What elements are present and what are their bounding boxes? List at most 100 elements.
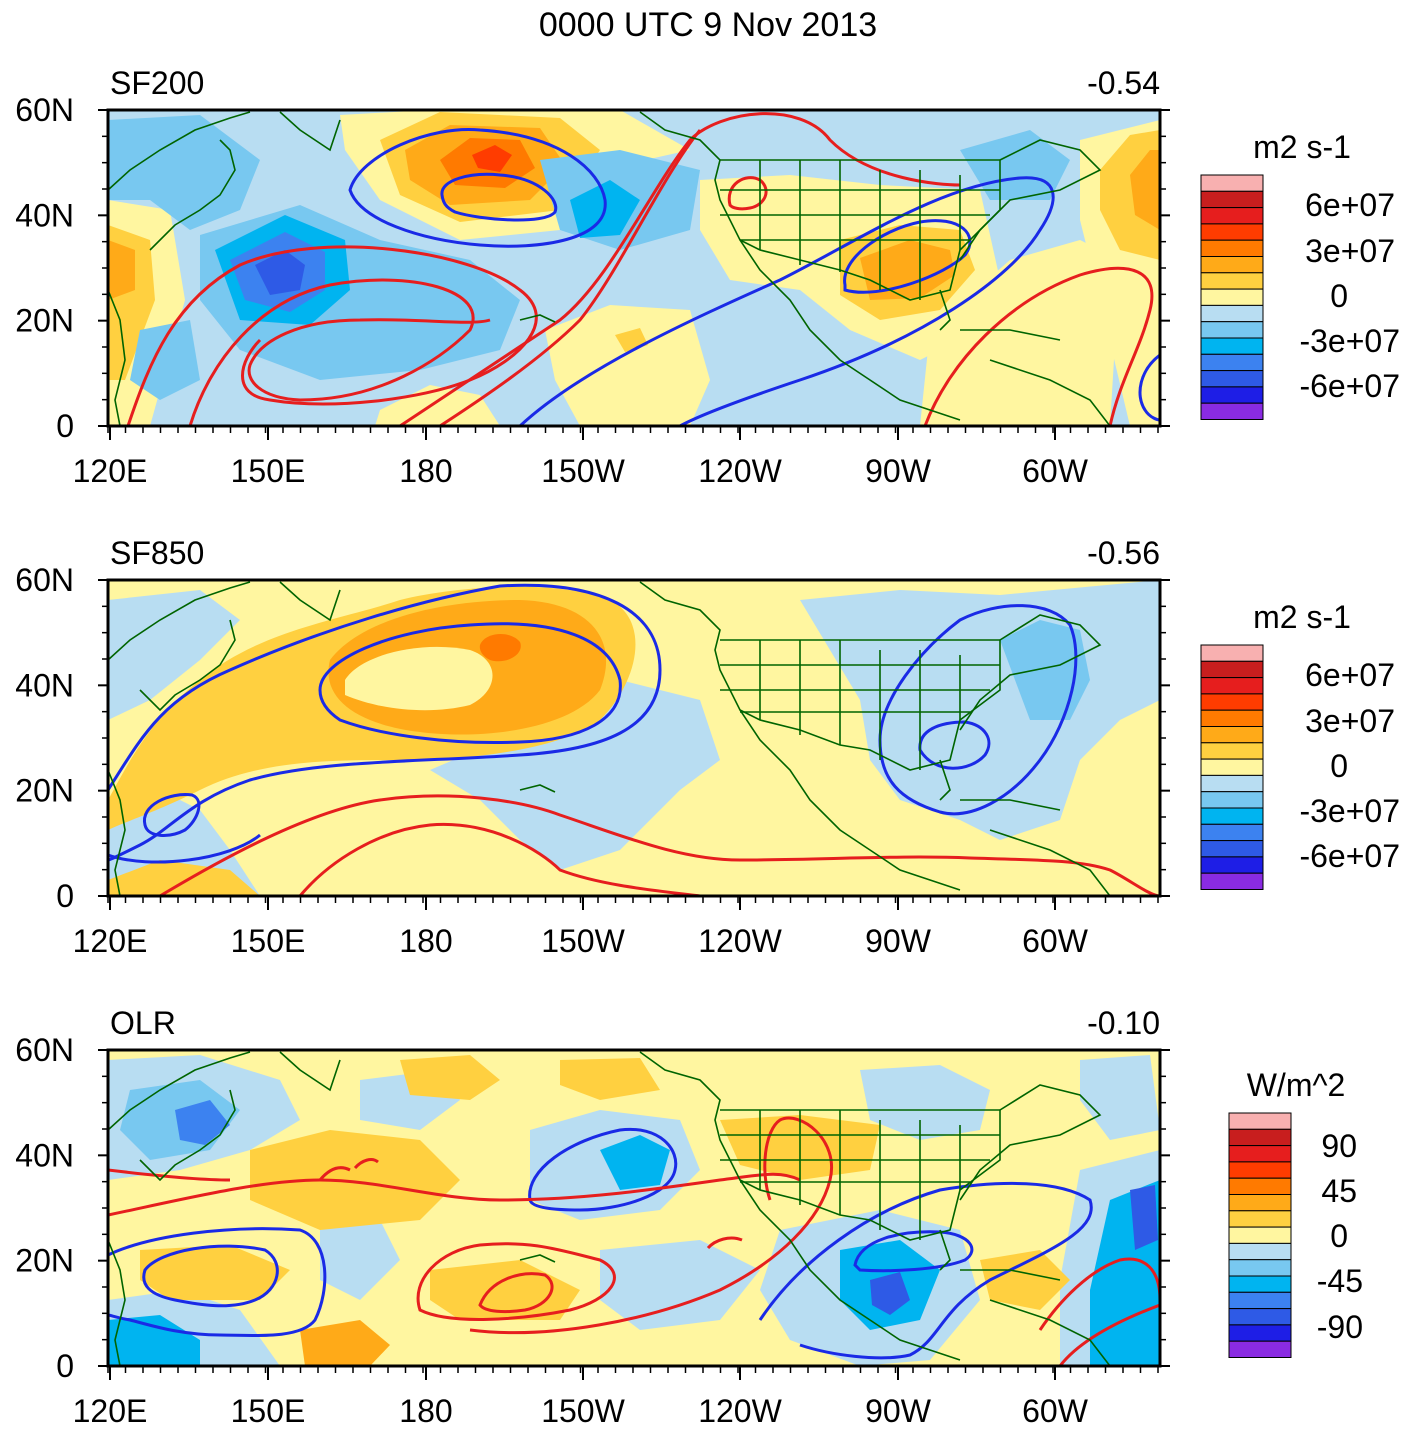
coastline — [939, 1229, 1111, 1366]
map-field — [108, 110, 1160, 426]
contour-positive — [108, 1168, 801, 1217]
y-tick-label: 20N — [15, 1243, 74, 1279]
positive-anomaly — [860, 240, 955, 300]
colorbar-swatch — [1200, 823, 1264, 842]
coastline — [108, 581, 251, 661]
contour-negative — [143, 793, 201, 837]
panel-label: SF850 — [110, 535, 204, 571]
negative-anomaly — [108, 1315, 200, 1366]
colorbar-label: -3e+07 — [1299, 323, 1400, 359]
coastline — [720, 639, 1001, 771]
negative-anomaly — [860, 1065, 990, 1140]
coastline — [959, 1084, 1102, 1201]
colorbar-label: -45 — [1317, 1263, 1363, 1299]
contour-negative — [878, 604, 1078, 816]
positive-anomaly — [1130, 150, 1160, 230]
contour-positive — [469, 1116, 834, 1335]
negative-anomaly — [430, 680, 720, 870]
colorbar-swatch — [1200, 660, 1264, 679]
correlation-contours — [108, 583, 1160, 896]
colorbar-swatch — [1228, 1128, 1292, 1147]
coastline — [108, 1239, 126, 1366]
colorbar-swatch — [1200, 791, 1264, 809]
panel-label: OLR — [110, 1005, 176, 1041]
contour-positive — [923, 267, 1154, 426]
colorbar-swatch — [1228, 1112, 1292, 1130]
panel-correlation: -0.10 — [1087, 1005, 1160, 1041]
colorbar-swatches — [1200, 174, 1264, 421]
y-tick-label: 40N — [15, 197, 74, 233]
coastline — [108, 289, 126, 426]
x-tick-label: 150E — [231, 923, 306, 959]
x-tick-label: 60W — [1022, 1393, 1089, 1429]
x-axis: 120E 150E 180 150W 120W 90W 60W — [73, 426, 1159, 489]
negative-anomaly — [130, 320, 200, 400]
colorbar: W/m^2 90 45 0 -45 -90 — [1228, 1067, 1363, 1358]
colorbar-label: 45 — [1321, 1173, 1357, 1209]
coastline — [959, 139, 1102, 261]
map-field — [108, 1050, 1160, 1366]
coastline — [959, 614, 1102, 731]
colorbar-swatch — [1228, 1194, 1292, 1212]
colorbar: m2 s-1 6e+07 3e+07 0 -3e+07 -6e+07 — [1200, 129, 1400, 421]
negative-anomaly — [600, 1135, 670, 1190]
colorbar-swatch — [1200, 190, 1264, 209]
positive-anomaly — [980, 1250, 1070, 1310]
y-tick-label: 20N — [15, 773, 74, 809]
contour-negative — [108, 833, 261, 864]
positive-anomaly — [479, 634, 521, 662]
coastline — [279, 581, 341, 622]
y-axis: 60N 40N 20N 0 — [15, 92, 1170, 444]
coastline — [108, 769, 126, 896]
coastline — [149, 139, 236, 251]
colorbar-swatch — [1228, 1259, 1292, 1277]
coastline — [639, 111, 961, 421]
x-tick-label: 150W — [541, 923, 625, 959]
colorbar-swatch — [1228, 1145, 1292, 1163]
y-tick-label: 40N — [15, 667, 74, 703]
y-tick-label: 20N — [15, 303, 74, 339]
positive-anomaly — [472, 145, 512, 172]
colorbar-swatch — [1200, 337, 1264, 355]
x-tick-label: 180 — [399, 1393, 452, 1429]
us-state-grid — [720, 640, 1000, 770]
colorbar-swatch — [1200, 402, 1264, 421]
y-tick-label: 40N — [15, 1137, 74, 1173]
correlation-contours — [126, 112, 1160, 426]
positive-anomaly — [108, 860, 260, 896]
y-tick-label: 60N — [15, 1032, 74, 1068]
colorbar-swatch — [1200, 693, 1264, 711]
colorbar-label: 0 — [1330, 748, 1348, 784]
colorbar-swatch — [1228, 1226, 1292, 1244]
coastlines — [108, 1051, 1111, 1366]
colorbar-swatch — [1200, 207, 1264, 225]
colorbar-units: W/m^2 — [1247, 1067, 1346, 1103]
negative-anomaly — [108, 115, 260, 230]
contour-positive — [439, 129, 702, 426]
colorbar-swatches — [1200, 644, 1264, 891]
colorbar-swatch — [1200, 304, 1264, 323]
coastline — [939, 289, 1111, 426]
contour-positive — [188, 278, 491, 426]
colorbar-label: -6e+07 — [1299, 838, 1400, 874]
us-state-grid — [720, 160, 1000, 300]
colorbar-label: 0 — [1330, 1218, 1348, 1254]
coastline — [139, 619, 236, 712]
panel-correlation: -0.54 — [1087, 65, 1160, 101]
colorbar-swatch — [1228, 1177, 1292, 1195]
contour-negative — [853, 1230, 974, 1273]
coastline — [720, 159, 1001, 301]
colorbar-swatch — [1200, 174, 1264, 192]
positive-anomaly — [108, 240, 135, 300]
contour-positive — [478, 1272, 554, 1314]
colorbar-label: 3e+07 — [1305, 703, 1395, 739]
colorbar-swatch — [1228, 1291, 1292, 1310]
contour-negative — [318, 622, 622, 745]
contour-positive — [1038, 1257, 1160, 1366]
colorbar-swatch — [1200, 807, 1264, 825]
correlation-contours — [108, 1116, 1160, 1366]
contour-positive — [298, 822, 701, 896]
coastline — [519, 784, 556, 793]
contour-positive — [159, 794, 1160, 896]
